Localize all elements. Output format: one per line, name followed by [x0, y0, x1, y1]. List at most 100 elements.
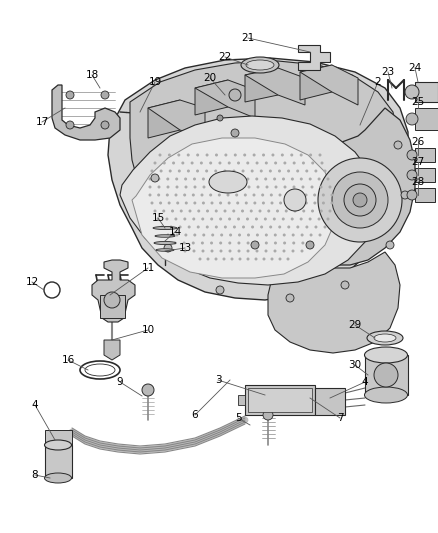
- Circle shape: [219, 241, 222, 245]
- Circle shape: [171, 209, 174, 213]
- Circle shape: [318, 233, 321, 237]
- Circle shape: [237, 177, 240, 181]
- Circle shape: [394, 141, 402, 149]
- Circle shape: [302, 161, 305, 165]
- Circle shape: [206, 225, 209, 229]
- Circle shape: [407, 190, 417, 200]
- Circle shape: [273, 217, 276, 221]
- Polygon shape: [415, 168, 435, 182]
- Polygon shape: [130, 61, 398, 253]
- Circle shape: [219, 249, 223, 253]
- Circle shape: [184, 185, 187, 189]
- Polygon shape: [195, 80, 228, 115]
- Circle shape: [223, 257, 226, 261]
- Circle shape: [297, 225, 299, 229]
- Circle shape: [220, 185, 223, 189]
- Circle shape: [284, 189, 306, 211]
- Ellipse shape: [209, 171, 247, 193]
- Circle shape: [148, 185, 152, 189]
- Circle shape: [174, 217, 177, 221]
- Circle shape: [239, 257, 241, 261]
- Circle shape: [264, 177, 267, 181]
- Circle shape: [313, 193, 316, 197]
- Circle shape: [197, 225, 200, 229]
- Circle shape: [251, 225, 254, 229]
- Circle shape: [211, 249, 213, 253]
- Circle shape: [265, 161, 268, 165]
- Circle shape: [283, 161, 286, 165]
- Circle shape: [170, 225, 173, 229]
- Circle shape: [151, 169, 153, 173]
- Circle shape: [192, 217, 195, 221]
- Circle shape: [101, 91, 109, 99]
- Circle shape: [163, 161, 166, 165]
- Circle shape: [197, 209, 200, 213]
- Circle shape: [178, 169, 181, 173]
- Circle shape: [245, 201, 248, 205]
- Circle shape: [256, 241, 259, 245]
- Ellipse shape: [364, 387, 407, 403]
- Circle shape: [286, 257, 290, 261]
- Circle shape: [260, 169, 263, 173]
- Polygon shape: [300, 65, 358, 105]
- Circle shape: [209, 193, 212, 197]
- Text: 26: 26: [411, 137, 424, 147]
- Circle shape: [273, 177, 276, 181]
- Circle shape: [237, 241, 240, 245]
- Polygon shape: [248, 388, 312, 412]
- Circle shape: [309, 154, 312, 157]
- Circle shape: [187, 154, 190, 157]
- Circle shape: [272, 154, 275, 157]
- Circle shape: [184, 177, 187, 181]
- Circle shape: [328, 209, 332, 213]
- Circle shape: [206, 209, 209, 213]
- Circle shape: [265, 185, 268, 189]
- Circle shape: [328, 185, 332, 189]
- Circle shape: [238, 233, 241, 237]
- Circle shape: [237, 217, 240, 221]
- Text: 14: 14: [168, 227, 182, 237]
- Circle shape: [233, 169, 236, 173]
- Circle shape: [256, 233, 259, 237]
- Circle shape: [262, 154, 265, 157]
- Circle shape: [300, 217, 303, 221]
- Ellipse shape: [367, 331, 403, 345]
- Circle shape: [231, 129, 239, 137]
- Circle shape: [215, 154, 218, 157]
- Circle shape: [185, 201, 188, 205]
- Circle shape: [179, 225, 182, 229]
- Circle shape: [293, 209, 297, 213]
- Circle shape: [218, 193, 221, 197]
- Circle shape: [191, 161, 194, 165]
- Ellipse shape: [153, 227, 177, 230]
- Circle shape: [291, 217, 294, 221]
- Circle shape: [273, 249, 276, 253]
- Circle shape: [212, 185, 215, 189]
- Circle shape: [193, 233, 196, 237]
- Circle shape: [302, 209, 305, 213]
- Polygon shape: [315, 395, 322, 405]
- Circle shape: [223, 169, 226, 173]
- Polygon shape: [104, 340, 120, 360]
- Polygon shape: [195, 80, 255, 118]
- Circle shape: [219, 217, 222, 221]
- Polygon shape: [120, 116, 378, 285]
- Circle shape: [292, 233, 295, 237]
- Polygon shape: [238, 395, 245, 405]
- Text: 10: 10: [141, 325, 155, 335]
- Circle shape: [210, 217, 213, 221]
- Circle shape: [184, 233, 187, 237]
- Circle shape: [293, 185, 296, 189]
- Circle shape: [166, 233, 170, 237]
- Circle shape: [153, 161, 156, 165]
- Circle shape: [160, 225, 163, 229]
- Circle shape: [265, 241, 268, 245]
- Circle shape: [304, 193, 307, 197]
- Circle shape: [192, 249, 195, 253]
- Ellipse shape: [45, 440, 71, 450]
- Circle shape: [168, 201, 171, 205]
- Circle shape: [244, 193, 247, 197]
- Circle shape: [258, 209, 261, 213]
- Circle shape: [201, 217, 204, 221]
- Circle shape: [353, 193, 367, 207]
